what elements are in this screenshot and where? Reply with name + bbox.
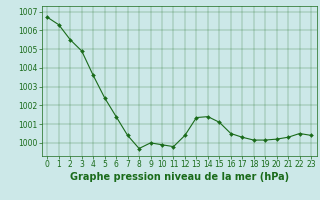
X-axis label: Graphe pression niveau de la mer (hPa): Graphe pression niveau de la mer (hPa) [70, 172, 289, 182]
